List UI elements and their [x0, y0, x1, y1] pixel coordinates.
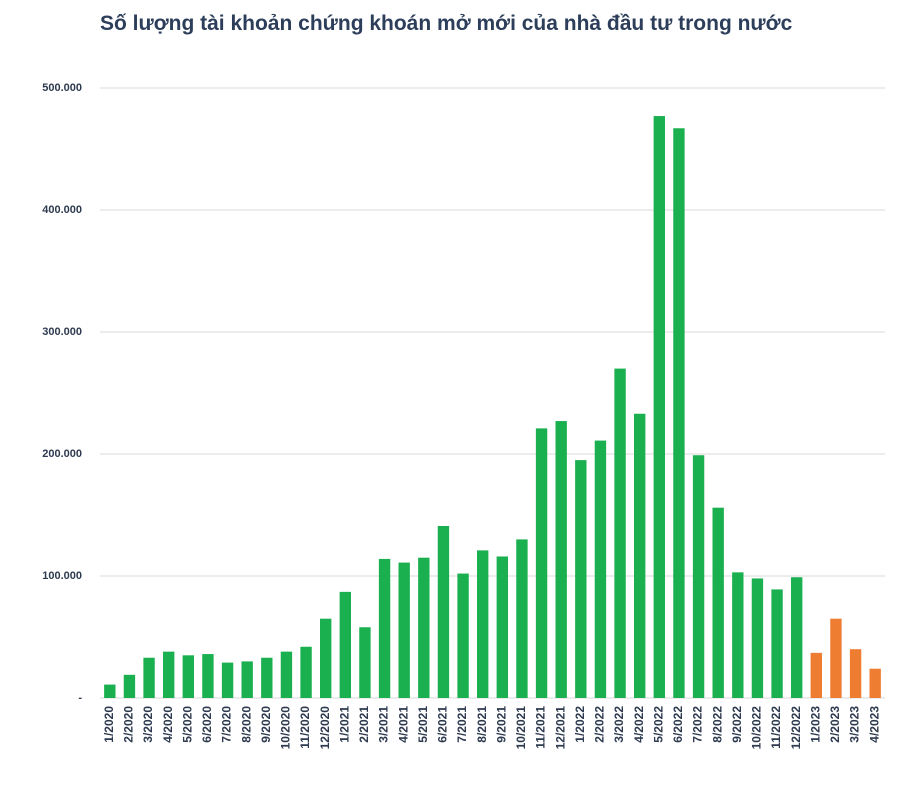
x-tick-label: 9/2020 — [259, 706, 273, 743]
x-tick-label: 6/2020 — [200, 706, 214, 743]
bar — [496, 556, 509, 698]
x-tick-label: 1/2022 — [573, 706, 587, 743]
bar — [300, 646, 312, 698]
x-tick-label: 8/2020 — [239, 706, 253, 743]
x-tick-label: 4/2022 — [632, 706, 646, 743]
y-tick-label: 200.000 — [42, 448, 82, 460]
bar — [280, 651, 293, 698]
bar — [790, 577, 803, 698]
bar — [457, 573, 469, 698]
x-tick-label: 2/2022 — [593, 706, 607, 743]
bar — [771, 589, 783, 698]
x-tick-label: 7/2020 — [220, 706, 234, 743]
x-tick-label: 6/2021 — [436, 706, 450, 743]
x-tick-label: 4/2021 — [396, 706, 410, 743]
bar — [104, 684, 116, 698]
bar — [810, 652, 823, 698]
bar — [339, 591, 352, 698]
x-tick-label: 3/2020 — [141, 706, 155, 743]
x-tick-label: 6/2022 — [671, 706, 685, 743]
x-tick-label: 11/2021 — [534, 706, 548, 749]
x-tick-label: 8/2021 — [475, 706, 489, 743]
bar — [653, 116, 666, 698]
bar — [319, 618, 332, 698]
bar — [398, 562, 410, 698]
bar — [221, 662, 234, 698]
bar — [202, 654, 214, 698]
x-tick-label: 5/2020 — [180, 706, 194, 743]
x-tick-label: 3/2021 — [377, 706, 391, 743]
x-tick-label: 2/2023 — [828, 706, 842, 743]
y-tick-label: - — [78, 692, 82, 704]
bar — [143, 657, 155, 698]
bar — [437, 525, 450, 698]
bar — [849, 649, 862, 698]
x-tick-label: 5/2022 — [651, 706, 665, 743]
bar — [241, 661, 253, 698]
x-tick-label: 4/2023 — [867, 706, 881, 743]
chart-title: Số lượng tài khoản chứng khoán mở mới củ… — [100, 12, 793, 35]
x-tick-label: 12/2020 — [318, 706, 332, 750]
bar — [555, 421, 567, 698]
x-tick-label: 4/2020 — [161, 706, 175, 743]
x-tick-label: 10/2021 — [514, 706, 528, 750]
x-tick-label: 1/2020 — [102, 706, 116, 743]
bar — [751, 578, 764, 698]
x-tick-label: 11/2022 — [769, 706, 783, 749]
bar — [614, 368, 626, 698]
x-tick-label: 8/2022 — [710, 706, 724, 743]
x-tick-label: 7/2022 — [691, 706, 705, 743]
bar — [633, 413, 646, 698]
x-tick-label: 5/2021 — [416, 706, 430, 743]
x-tick-label: 12/2021 — [553, 706, 567, 750]
bar — [418, 557, 430, 698]
bar — [732, 572, 744, 698]
x-tick-label: 2/2020 — [122, 706, 136, 743]
x-tick-label: 1/2023 — [808, 706, 822, 743]
bar — [692, 455, 705, 698]
y-tick-label: 100.000 — [42, 570, 82, 582]
y-tick-label: 400.000 — [42, 204, 82, 216]
x-tick-label: 10/2020 — [279, 706, 293, 750]
bar — [830, 618, 842, 698]
bar — [476, 550, 489, 698]
x-tick-label: 1/2021 — [337, 706, 351, 743]
x-tick-label: 12/2022 — [789, 706, 803, 750]
bar — [359, 627, 371, 698]
bar — [123, 674, 136, 698]
y-tick-label: 300.000 — [42, 326, 82, 338]
x-tick-label: 11/2020 — [298, 706, 312, 749]
bar — [575, 460, 587, 698]
bar — [162, 651, 175, 698]
x-tick-label: 9/2021 — [494, 706, 508, 743]
x-tick-label: 9/2022 — [730, 706, 744, 743]
bar — [712, 507, 724, 698]
bar — [869, 668, 881, 698]
bar — [594, 440, 607, 698]
bar — [516, 539, 528, 698]
x-tick-label: 10/2022 — [750, 706, 764, 750]
x-tick-label: 7/2021 — [455, 706, 469, 743]
bar — [182, 655, 195, 698]
x-tick-label: 3/2022 — [612, 706, 626, 743]
x-tick-label: 3/2023 — [848, 706, 862, 743]
bar — [673, 128, 685, 698]
bar — [535, 428, 548, 698]
bar — [378, 558, 391, 698]
x-tick-label: 2/2021 — [357, 706, 371, 743]
bar — [261, 657, 273, 698]
y-tick-label: 500.000 — [42, 82, 82, 94]
